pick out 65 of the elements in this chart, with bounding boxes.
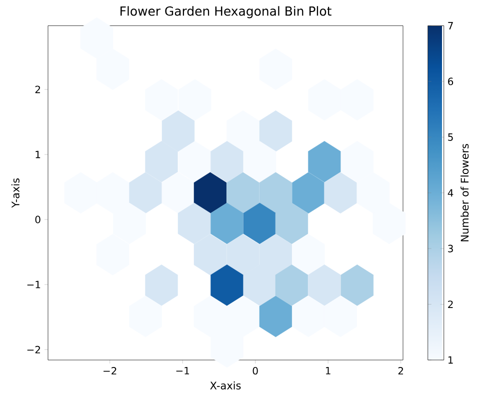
point	[259, 110, 292, 152]
color-bar-title: Number of Flowers	[460, 144, 469, 242]
point	[292, 296, 325, 338]
point	[113, 202, 146, 244]
point	[129, 172, 162, 214]
point	[178, 202, 211, 244]
chart-title: Flower Garden Hexagonal Bin Plot	[120, 6, 332, 18]
point	[80, 17, 114, 59]
y-tick-label: −1	[27, 280, 40, 288]
point	[178, 140, 212, 182]
point	[292, 172, 325, 214]
point	[145, 79, 178, 120]
point	[340, 140, 374, 182]
x-tick-label: 1	[326, 367, 330, 374]
point	[259, 172, 292, 214]
color-bar-label: 2	[448, 300, 453, 308]
y-tick-label: 0	[35, 216, 40, 224]
point	[259, 234, 292, 276]
color-bar-label: 1	[448, 356, 453, 364]
point	[356, 172, 390, 214]
point	[145, 264, 178, 306]
color-bar-label: 5	[448, 133, 453, 141]
point	[162, 110, 195, 152]
point	[194, 296, 227, 338]
point	[243, 264, 276, 306]
color-bar-label: 6	[448, 78, 454, 86]
point	[129, 296, 162, 338]
point	[292, 234, 325, 276]
point	[308, 140, 341, 182]
point	[226, 234, 260, 276]
point	[243, 202, 276, 244]
point	[194, 172, 227, 214]
point	[210, 264, 244, 306]
point	[178, 79, 212, 120]
point	[210, 140, 244, 182]
point	[275, 264, 308, 306]
point	[324, 296, 357, 338]
color-bar-label: 7	[448, 22, 453, 30]
point	[210, 202, 244, 244]
x-tick-label: 2	[398, 367, 403, 374]
point	[340, 264, 374, 306]
x-tick-label: 0	[252, 367, 258, 375]
x-tick-label: −1	[176, 367, 190, 374]
point	[226, 296, 260, 338]
point	[324, 172, 357, 214]
point	[145, 140, 178, 182]
color-bar-label: 4	[448, 189, 454, 196]
y-tick-label: −2	[27, 346, 40, 354]
point	[243, 140, 276, 182]
point	[162, 172, 195, 214]
point	[226, 172, 260, 214]
x-axis-title: X-axis	[210, 381, 241, 390]
y-tick-label: 2	[35, 86, 40, 94]
color-bar-label: 3	[448, 244, 453, 252]
point	[96, 172, 130, 214]
x-tick-label: −2	[104, 367, 116, 374]
y-axis-title: Y-axis	[11, 178, 20, 208]
y-tick-label: 1	[36, 150, 40, 158]
point	[259, 296, 292, 338]
point	[194, 234, 227, 276]
point	[226, 110, 260, 152]
point	[372, 202, 406, 244]
point	[275, 202, 308, 244]
point	[308, 264, 341, 306]
point	[210, 326, 244, 368]
